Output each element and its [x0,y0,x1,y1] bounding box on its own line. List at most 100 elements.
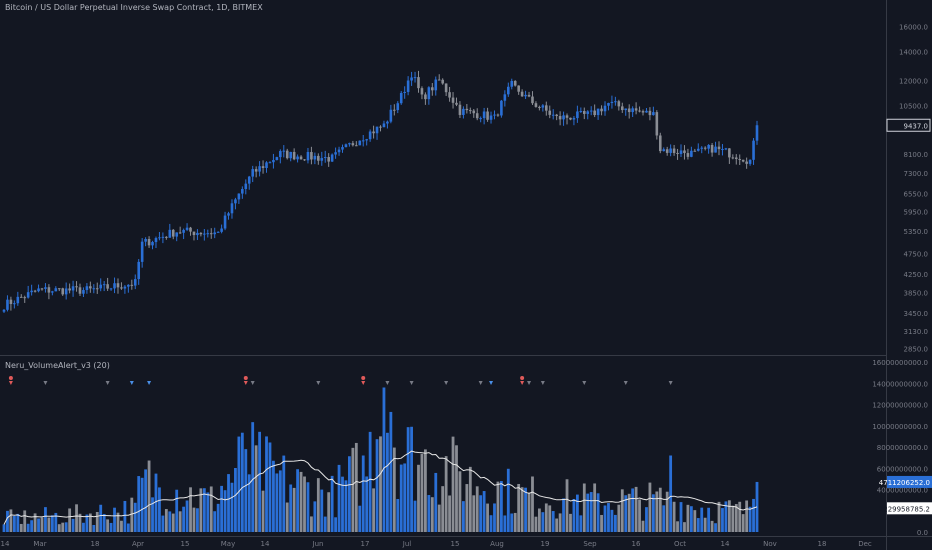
volume-pane[interactable] [2,376,759,532]
candle-body [130,284,134,286]
candle-body [596,108,600,116]
price-pane[interactable] [2,70,759,314]
candle [738,154,742,166]
candle-body [593,110,596,116]
candle [386,120,389,129]
candle-body [26,292,30,298]
candle-body [116,283,120,288]
candle [175,232,179,242]
volume-bar [669,455,673,532]
volume-tick-label: 14000000000.0 [872,380,928,388]
volume-bar [68,508,72,532]
candle [151,240,154,250]
candle-body [6,299,9,310]
candle-body [206,233,210,235]
volume-bar [12,515,16,532]
candle [127,284,130,293]
volume-alert-marker [478,381,483,385]
volume-bar [116,512,120,532]
time-tick-label: Oct [674,540,686,548]
volume-bar [209,486,213,532]
candle-body [527,94,531,97]
candle-body [251,169,254,177]
volume-bar [672,501,676,532]
price-tick-label: 16000.0 [899,24,928,32]
candle-body [755,125,759,141]
candle-body [424,94,427,100]
volume-bar [551,511,555,532]
candle [607,102,610,111]
volume-bar [154,473,158,532]
candle [441,78,444,85]
candle [19,294,23,298]
volume-bar [448,495,451,532]
candle [486,107,489,122]
candle-body [40,288,44,290]
volume-bar [237,436,241,532]
candle [78,283,82,297]
candle-body [64,288,68,295]
candle [261,160,265,174]
volume-bar [99,504,103,532]
candle-body [68,288,71,291]
candle [551,109,555,120]
price-tick-label: 5950.0 [904,208,929,216]
candle-body [379,126,382,128]
candle [755,120,759,145]
candle [741,159,745,163]
candle [593,104,596,118]
candle [638,106,641,113]
candle-body [731,157,735,159]
volume-bar [275,473,279,532]
volume-bar [6,510,9,532]
candle-body [582,111,586,114]
candle [513,80,517,87]
candle-body [703,147,707,149]
volume-bar [434,472,438,532]
candle-body [389,109,393,122]
candle [358,140,362,146]
candle [576,105,579,123]
candle [54,286,58,292]
volume-bar [375,439,379,532]
candle [30,284,33,296]
volume-bar [351,447,355,532]
candle-body [475,113,479,119]
volume-bar [700,507,704,532]
volume-bar [475,486,479,532]
candle-body [551,114,555,116]
candle-body [30,290,33,293]
candle-body [427,87,431,100]
candle [662,147,666,152]
candle-body [247,176,251,184]
time-tick-label: Mar [33,540,46,548]
candle-body [282,150,286,152]
candle [451,92,455,109]
candle-body [75,286,78,288]
candle [265,161,268,173]
candle [679,144,683,157]
indicator-title[interactable]: Neru_VolumeAlert_v3 (20) [5,361,110,370]
volume-bar [95,511,99,532]
volume-bar [693,510,697,532]
candle-body [368,131,372,140]
time-tick-label: 17 [361,540,370,548]
candle-body [2,309,6,312]
volume-bar [9,509,13,532]
candle [216,231,220,233]
volume-alert-marker [316,381,321,385]
volume-bar [54,512,58,532]
volume-bar [368,431,372,532]
volume-bar [240,432,244,532]
candle [106,277,109,291]
volume-bar [620,489,624,532]
candle [527,91,531,98]
candle [344,143,348,148]
candle [220,224,223,234]
candle [437,74,441,81]
candle [458,101,462,118]
volume-bar [513,512,517,532]
candle-body [334,152,337,155]
candle [168,223,172,238]
